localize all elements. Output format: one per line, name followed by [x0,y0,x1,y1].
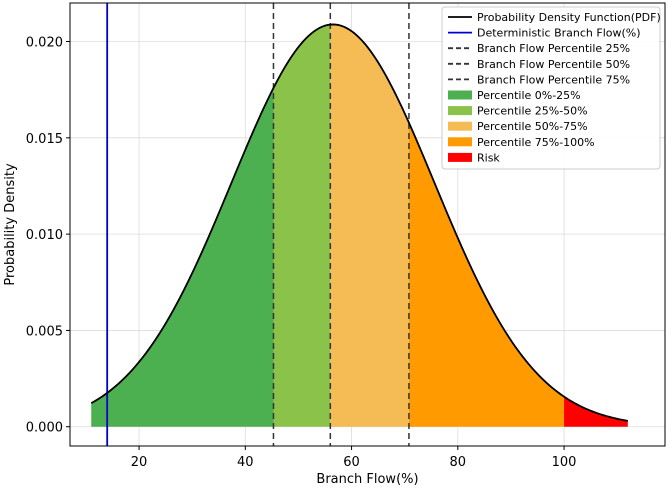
y-tick-label-1: 0.005 [26,324,63,339]
band-4 [564,396,628,427]
plot-frame [69,2,666,447]
legend: Probability Density Function(PDF) Determi… [441,6,661,170]
legend-swatch-6 [448,106,472,116]
x-axis-label: Branch Flow(%) [316,472,418,487]
band-3 [408,122,565,427]
legend-label-9: Risk [477,151,500,164]
legend-label-3: Branch Flow Percentile 50% [477,58,630,71]
line-layer [90,3,628,446]
legend-label-0: Probability Density Function(PDF) [477,11,661,24]
y-tick-label-0: 0.000 [26,421,63,436]
legend-box [441,6,661,170]
band-1 [273,24,331,427]
x-tick-label-4: 100 [552,455,577,470]
y-axis-label: Probability Density [3,163,18,286]
legend-label-2: Branch Flow Percentile 25% [477,42,630,55]
legend-swatch-7 [448,121,472,131]
y-tick-label-4: 0.020 [26,36,63,51]
tick-layer: 20 40 60 80 100 0.000 0.005 0.010 0.015 0.020 [26,36,577,470]
x-tick-label-1: 40 [237,455,254,470]
y-tick-label-2: 0.010 [26,228,63,243]
legend-label-6: Percentile 25%-50% [477,105,588,118]
legend-swatch-9 [448,152,472,162]
legend-swatch-8 [448,137,472,147]
band-layer [91,24,628,427]
band-2 [330,24,409,427]
y-tick-label-3: 0.015 [26,132,63,147]
legend-swatch-5 [448,90,472,100]
legend-label-1: Deterministic Branch Flow(%) [477,27,641,40]
x-tick-label-0: 20 [131,455,148,470]
legend-label-4: Branch Flow Percentile 75% [477,73,630,86]
x-tick-label-2: 60 [343,455,360,470]
legend-label-5: Percentile 0%-25% [477,89,581,102]
band-0 [91,87,274,427]
pdf-curve [90,23,628,422]
legend-label-8: Percentile 75%-100% [477,136,595,149]
legend-label-7: Percentile 50%-75% [477,120,588,133]
x-tick-label-3: 80 [450,455,467,470]
